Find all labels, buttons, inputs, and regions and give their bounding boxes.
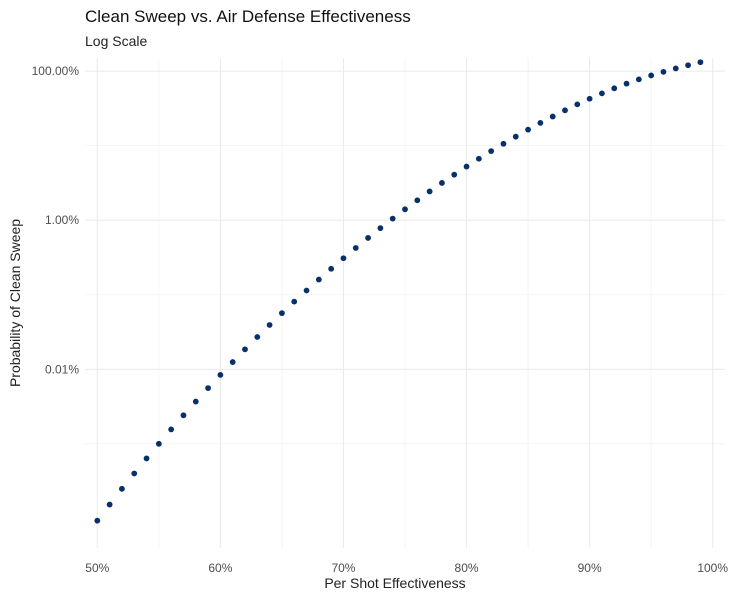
data-point (611, 85, 618, 92)
data-point (340, 255, 347, 262)
data-point (512, 133, 519, 140)
data-point (672, 65, 679, 72)
data-point (402, 206, 408, 213)
chart-subtitle: Log Scale (85, 33, 148, 49)
y-tick-label: 0.01% (45, 362, 79, 376)
data-point (562, 107, 568, 114)
data-point (660, 68, 667, 75)
x-tick-label: 90% (578, 561, 602, 575)
data-point (377, 225, 384, 232)
chart-title: Clean Sweep vs. Air Defense Effectivenes… (85, 7, 411, 26)
x-tick-label: 80% (455, 561, 479, 575)
data-point (254, 334, 261, 340)
data-point (500, 140, 507, 147)
x-tick-label: 60% (208, 561, 232, 575)
data-point (192, 398, 199, 405)
x-tick-label: 70% (331, 561, 355, 575)
tick-labels: 50% 60% 70% 80% 90% 100% 100.00% 1.00% 0.01% (32, 64, 729, 575)
data-point (242, 346, 248, 353)
data-point (648, 72, 655, 79)
data-point (488, 148, 495, 155)
data-point (414, 197, 421, 204)
data-point (537, 120, 544, 126)
data-point (475, 155, 482, 162)
data-point (168, 426, 175, 433)
data-point (426, 188, 433, 195)
grid-lines (85, 58, 725, 548)
data-point (352, 245, 359, 251)
data-point (451, 171, 458, 178)
data-point (205, 385, 211, 391)
y-tick-label: 1.00% (45, 213, 79, 227)
data-point (685, 62, 691, 69)
y-tick-label: 100.00% (32, 64, 80, 78)
data-point (365, 235, 371, 241)
x-tick-label: 100% (697, 561, 728, 575)
data-point (463, 163, 470, 170)
data-point (623, 80, 630, 87)
data-point (217, 372, 224, 378)
data-point (389, 215, 396, 222)
data-point (291, 298, 298, 305)
data-point (229, 359, 236, 365)
data-point (106, 501, 113, 508)
data-point (143, 455, 150, 462)
data-point (549, 113, 556, 120)
data-point (155, 440, 162, 447)
data-point (635, 76, 642, 83)
data-point (119, 485, 125, 492)
data-point (599, 90, 605, 97)
data-point (303, 287, 310, 294)
data-point (525, 126, 531, 133)
data-point (279, 310, 285, 317)
data-point (94, 517, 101, 524)
data-point (697, 59, 704, 66)
y-axis-title: Probability of Clean Sweep (7, 219, 23, 387)
data-point (131, 470, 138, 477)
data-point (315, 276, 322, 283)
data-point (439, 180, 445, 186)
data-points (94, 59, 704, 524)
data-point (180, 412, 187, 419)
data-point (328, 265, 335, 272)
x-tick-label: 50% (85, 561, 109, 575)
data-point (574, 101, 581, 108)
x-axis-title: Per Shot Effectiveness (324, 575, 465, 591)
data-point (266, 322, 273, 328)
data-point (586, 95, 593, 102)
